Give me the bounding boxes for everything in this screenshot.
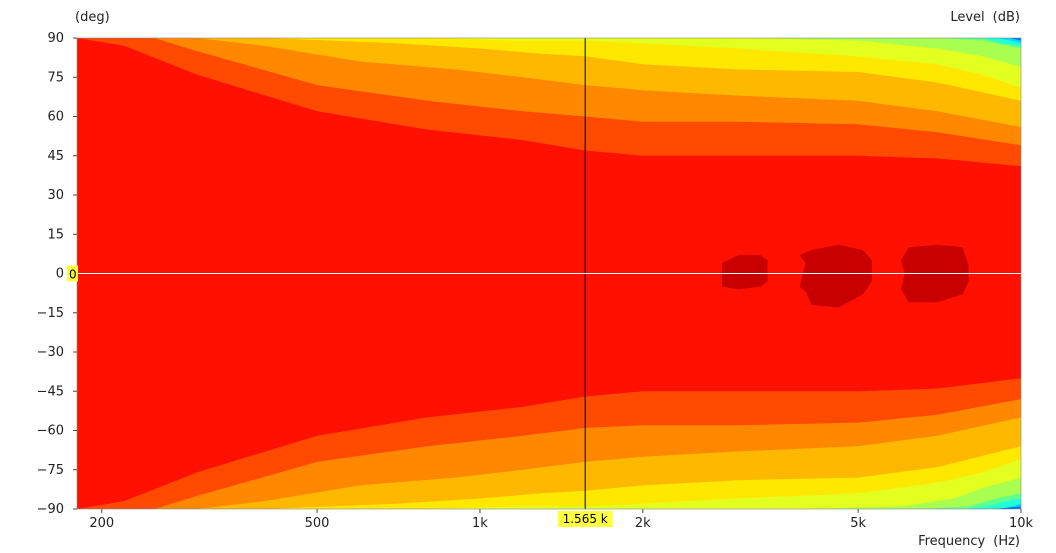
y-tick-label-6: 0: [56, 267, 64, 282]
contour-band-bottom-10: [993, 506, 1021, 509]
y-tick-label-5: 15: [47, 227, 64, 242]
contour-band-bottom-4: [264, 446, 1022, 509]
y-tick-label-11: −75: [37, 463, 64, 478]
x-label: Frequency: [918, 534, 985, 549]
cursor-y-label: 0: [69, 268, 77, 282]
x-tick-label-3: 2k: [635, 516, 651, 531]
y-tick-label-2: 60: [47, 110, 64, 125]
peak-region-0: [721, 255, 768, 290]
contour-band-top-5: [427, 38, 1021, 88]
plot-area[interactable]: [77, 38, 1022, 509]
y-tick-label-7: −15: [37, 306, 64, 321]
cursor-y-label-bg: [67, 265, 78, 282]
z-unit: (dB): [993, 10, 1020, 25]
contour-band-bottom-6: [685, 477, 1021, 509]
contour-band-top-8: [953, 38, 1021, 46]
y-tick-label-1: 75: [47, 70, 64, 85]
z-axis-label: Level (dB): [950, 10, 1020, 25]
x-tick-label-1: 500: [305, 516, 330, 531]
y-tick-label-0: 90: [47, 31, 64, 46]
peak-region-1: [799, 244, 872, 308]
axes: 90 75 60 45 30 15 0 −15 −30 −45 −60 −75 −90 200 500 1k 2…: [37, 31, 1034, 531]
y-tick-label-4: 30: [47, 188, 64, 203]
y-tick-label-9: −45: [37, 384, 64, 399]
contour-band-top-6: [618, 38, 1021, 67]
contour-band-top-9: [977, 38, 1021, 44]
x-unit: (Hz): [993, 534, 1020, 549]
contour-band-top-10: [996, 38, 1021, 41]
y-tick-label-10: −60: [37, 424, 64, 439]
z-label: Level: [950, 10, 984, 25]
cursor-x-label-bg: [557, 511, 613, 527]
contour-band-bottom-5: [427, 459, 1021, 509]
contour-band-bottom-8: [962, 498, 1021, 509]
x-tick-label-0: 200: [89, 516, 114, 531]
cursor-x-label: 1.565 k: [563, 512, 608, 526]
x-tick-label-2: 1k: [472, 516, 488, 531]
y-unit-label: (deg): [75, 10, 110, 25]
x-tick-label-5: 10k: [1009, 516, 1034, 531]
y-tick-label-12: −90: [37, 502, 64, 517]
x-tick-label-4: 5k: [850, 516, 866, 531]
y-tick-label-8: −30: [37, 345, 64, 360]
x-axis-label: Frequency (Hz): [918, 534, 1020, 549]
y-tick-label-3: 45: [47, 149, 64, 164]
